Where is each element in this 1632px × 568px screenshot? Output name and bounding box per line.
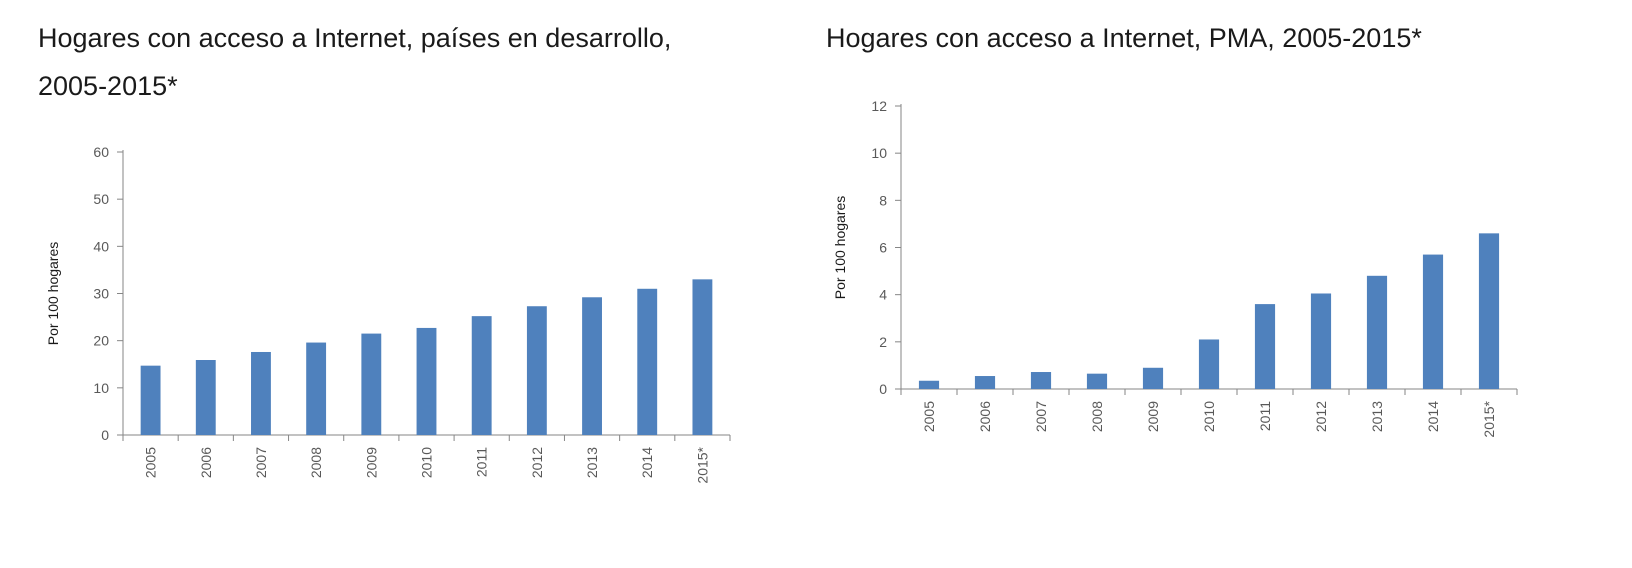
x-tick-label: 2006 <box>977 401 993 432</box>
bar-2008 <box>306 342 327 435</box>
x-tick-label: 2014 <box>1425 401 1441 432</box>
bar-2008 <box>1086 373 1108 389</box>
chart-1-title: Hogares con acceso a Internet, países en… <box>38 14 798 110</box>
y-tick-label: 6 <box>879 240 887 256</box>
x-tick-label: 2005 <box>143 447 159 478</box>
chart-1-title-line-1: Hogares con acceso a Internet, países en… <box>38 23 672 53</box>
bar-2012 <box>1310 293 1332 389</box>
bar-2005 <box>918 380 940 389</box>
x-tick-label: 2015* <box>1481 400 1497 437</box>
y-tick-label: 30 <box>93 286 109 302</box>
bar-2007 <box>1030 372 1052 389</box>
x-tick-label: 2014 <box>639 447 655 478</box>
x-tick-label: 2010 <box>1201 401 1217 432</box>
chart-2-title-line-1: Hogares con acceso a Internet, PMA, 2005… <box>826 23 1422 53</box>
chart-2-plot: 0 2 4 6 8 10 12 Por 100 hogares 2005 2006 2007 2008… <box>832 98 1518 438</box>
chart-2-title: Hogares con acceso a Internet, PMA, 2005… <box>826 14 1606 62</box>
bar-2012 <box>526 306 547 435</box>
y-axis-title: Por 100 hogares <box>45 242 61 346</box>
x-tick-label: 2009 <box>1145 401 1161 432</box>
x-tick-label: 2015* <box>694 446 710 483</box>
y-tick-label: 10 <box>871 145 887 161</box>
x-tick-label: 2005 <box>921 401 937 432</box>
x-tick-label: 2007 <box>253 447 269 478</box>
x-tick-label: 2007 <box>1033 401 1049 432</box>
y-tick-label: 12 <box>871 98 887 114</box>
bar-2014 <box>637 288 658 435</box>
bar-2009 <box>361 333 382 435</box>
bar-2011 <box>1254 304 1276 389</box>
y-tick-label: 10 <box>93 380 109 396</box>
y-tick-label: 60 <box>93 144 109 160</box>
y-tick-label: 8 <box>879 192 887 208</box>
bar-2014 <box>1422 254 1444 389</box>
x-tick-label: 2008 <box>308 447 324 478</box>
x-tick-label: 2013 <box>1369 401 1385 432</box>
y-tick-label: 2 <box>879 334 887 350</box>
bar-2013 <box>582 297 602 435</box>
x-tick-label: 2010 <box>419 447 435 478</box>
x-tick-label: 2008 <box>1089 401 1105 432</box>
y-tick-label: 4 <box>879 287 887 303</box>
x-tick-label: 2011 <box>474 447 490 477</box>
bar-2006 <box>195 360 216 435</box>
x-tick-label: 2009 <box>363 447 379 478</box>
x-tick-label: 2012 <box>1313 401 1329 432</box>
y-axis-title: Por 100 hogares <box>832 196 848 300</box>
y-tick-label: 0 <box>879 381 887 397</box>
x-tick-label: 2006 <box>198 447 214 478</box>
bar-2011 <box>471 316 492 435</box>
y-tick-label: 50 <box>93 191 109 207</box>
x-tick-label: 2012 <box>529 447 545 478</box>
bar-2015-star <box>1478 233 1500 389</box>
bar-2010 <box>1198 339 1220 389</box>
bar-2015-star <box>692 279 713 435</box>
y-tick-label: 0 <box>101 427 109 443</box>
chart-1-plot: 0 10 20 30 40 50 60 Por 100 hogares 2005 2006 2007… <box>45 144 731 484</box>
bar-2013 <box>1366 275 1388 389</box>
bar-2005 <box>140 365 161 435</box>
x-tick-label: 2011 <box>1257 401 1273 431</box>
x-tick-label: 2013 <box>584 447 600 478</box>
bar-2009 <box>1142 367 1164 389</box>
bar-2010 <box>416 327 437 435</box>
bar-2006 <box>974 376 996 389</box>
y-tick-label: 20 <box>93 333 109 349</box>
bar-2007 <box>251 351 271 435</box>
y-tick-label: 40 <box>93 238 109 254</box>
chart-1-title-line-2: 2005-2015* <box>38 71 178 101</box>
